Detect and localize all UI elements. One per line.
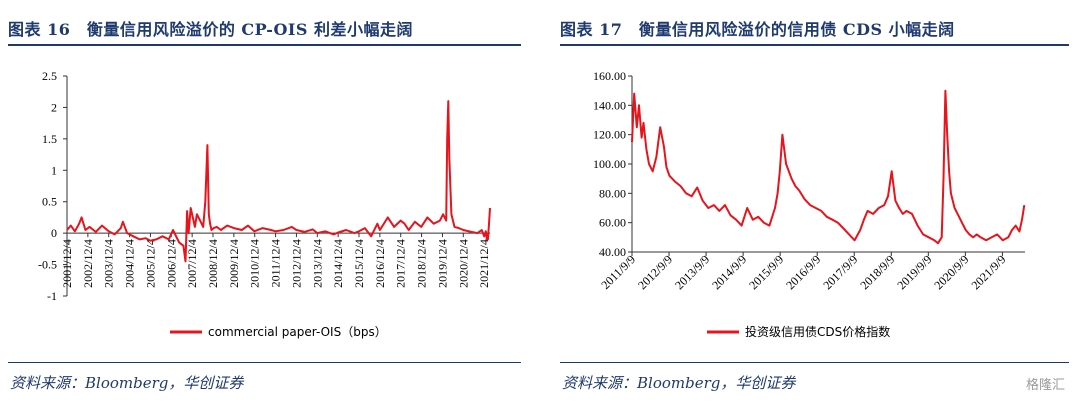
x-tick-label: 2008/12/4 <box>206 239 220 288</box>
legend-label: commercial paper-OIS（bps） <box>208 325 387 339</box>
source-rule <box>8 362 521 363</box>
y-tick-label: -1 <box>47 289 57 303</box>
x-tick-label: 2018/9/9 <box>857 252 897 292</box>
series-line <box>66 100 491 263</box>
source-note: 资料来源：Bloomberg，华创证券 <box>10 374 244 392</box>
watermark-logo: 格隆汇 <box>1025 378 1065 393</box>
y-tick-label: -0.5 <box>38 258 57 272</box>
x-tick-label: 2017/12/4 <box>394 239 408 288</box>
x-tick-label: 2018/12/4 <box>415 239 429 288</box>
y-tick-label: 2 <box>51 100 57 114</box>
x-tick-label: 2021/12/4 <box>477 239 491 288</box>
x-tick-label: 2017/9/9 <box>820 252 860 292</box>
y-tick-label: 0 <box>51 226 57 240</box>
source-note: 资料来源：Bloomberg，华创证券 <box>562 374 796 392</box>
title-rule <box>8 44 521 46</box>
x-tick-label: 2010/12/4 <box>248 239 262 288</box>
x-tick-label: 2016/9/9 <box>783 252 823 292</box>
x-tick-label: 2020/9/9 <box>931 252 971 292</box>
x-tick-label: 2019/12/4 <box>435 239 449 288</box>
title-rule <box>560 44 1069 46</box>
legend-label: 投资级信用债CDS价格指数 <box>745 324 890 339</box>
x-tick-label: 2012/9/9 <box>635 252 675 292</box>
y-tick-label: 100.00 <box>593 157 626 171</box>
y-tick-label: 1.5 <box>42 132 57 146</box>
y-tick-label: 140.00 <box>593 98 626 112</box>
x-tick-label: 2020/12/4 <box>456 239 470 288</box>
y-tick-label: 60.00 <box>599 216 626 230</box>
y-tick-label: 2.5 <box>42 69 57 83</box>
y-tick-label: 0.5 <box>42 195 57 209</box>
x-tick-label: 2013/12/4 <box>310 239 324 288</box>
x-tick-label: 2002/12/4 <box>81 239 95 288</box>
x-tick-label: 2014/12/4 <box>331 239 345 288</box>
y-tick-label: 1 <box>51 163 57 177</box>
figure-16-panel: 图表 16 衡量信用风险溢价的 CP-OIS 利差小幅走阔 -1 -0.5 0 0.5… <box>0 0 525 403</box>
x-tick-label: 2021/9/9 <box>968 252 1008 292</box>
cp-ois-chart: -1 -0.5 0 0.5 1 1.5 2 2.5 2001/12/4 2002/12/4 2003… <box>38 69 491 339</box>
x-tick-label: 2004/12/4 <box>123 239 137 288</box>
x-tick-label: 2013/9/9 <box>672 252 712 292</box>
x-tick-label: 2019/9/9 <box>894 252 934 292</box>
x-tick-label: 2015/12/4 <box>352 239 366 288</box>
x-tick-label: 2012/12/4 <box>289 239 303 288</box>
x-tick-label: 2006/12/4 <box>164 239 178 288</box>
x-tick-label: 2001/12/4 <box>60 239 74 288</box>
x-tick-label: 2007/12/4 <box>185 239 199 288</box>
x-tick-label: 2011/12/4 <box>269 239 283 287</box>
x-tick-label: 2015/9/9 <box>746 252 786 292</box>
series-line <box>631 89 1026 245</box>
y-tick-label: 40.00 <box>599 245 626 259</box>
cds-chart: 40.00 60.00 80.00 100.00 120.00 140.00 160.00 2… <box>593 69 1026 339</box>
figure-title: 图表 17 衡量信用风险溢价的信用债 CDS 小幅走阔 <box>560 20 955 39</box>
y-tick-label: 80.00 <box>599 186 626 200</box>
x-tick-label: 2005/12/4 <box>143 239 157 288</box>
y-tick-label: 120.00 <box>593 128 626 142</box>
x-tick-label: 2014/9/9 <box>709 252 749 292</box>
figure-title: 图表 16 衡量信用风险溢价的 CP-OIS 利差小幅走阔 <box>8 20 413 39</box>
x-tick-label: 2009/12/4 <box>227 239 241 288</box>
x-tick-label: 2003/12/4 <box>102 239 116 288</box>
figure-17-panel: 图表 17 衡量信用风险溢价的信用债 CDS 小幅走阔 40.00 60.00 80… <box>552 0 1073 403</box>
x-tick-label: 2016/12/4 <box>373 239 387 288</box>
source-rule <box>560 362 1069 363</box>
y-tick-label: 160.00 <box>593 69 626 83</box>
